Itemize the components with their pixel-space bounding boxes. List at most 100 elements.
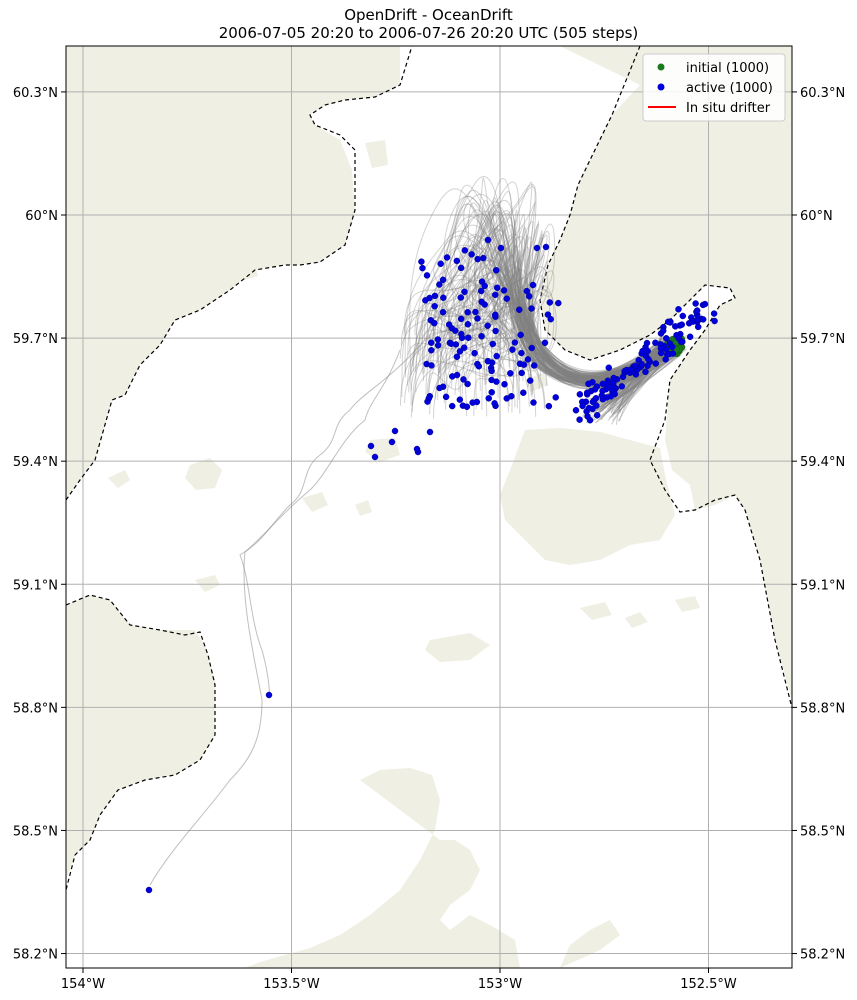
trajectory-8	[496, 247, 665, 383]
active-particle-97	[488, 367, 495, 375]
active-particle-117	[488, 389, 495, 396]
trajectory-44	[463, 204, 670, 375]
boundary-line-1	[539, 46, 792, 709]
active-particle-83	[528, 344, 535, 352]
trajectory-69	[474, 214, 663, 390]
active-particle-159	[710, 310, 718, 317]
trajectory-118	[510, 245, 678, 389]
active-particle-40	[465, 334, 472, 341]
active-particle-77	[439, 276, 447, 284]
plot-title: OpenDrift - OceanDrift	[344, 6, 513, 24]
trajectory-28	[399, 290, 680, 406]
active-particle-237	[693, 307, 701, 314]
trajectory-89	[497, 289, 676, 389]
active-particle-10	[464, 309, 471, 316]
trajectory-90	[480, 200, 677, 376]
active-particle-232	[611, 390, 618, 398]
active-particle-239	[711, 317, 718, 325]
active-particle-95	[523, 287, 531, 295]
lat-tick-label-right-7: 58.2°N	[800, 948, 845, 963]
trajectory-126	[500, 248, 675, 395]
land-area-6	[425, 633, 490, 662]
trajectory-coast-9	[588, 337, 662, 416]
trajectory-coast-3	[607, 350, 682, 421]
active-particle-34	[474, 255, 481, 263]
land-area-11	[108, 470, 130, 488]
trajectory-coast-37	[615, 345, 663, 425]
active-particle-98	[511, 339, 519, 346]
lat-tick-label-left-6: 58.5°N	[13, 824, 58, 839]
active-particle-230	[669, 350, 677, 357]
active-particle-9	[427, 339, 435, 346]
legend-label-active: active (1000)	[686, 81, 773, 96]
active-particle-141	[605, 364, 613, 371]
active-particle-65	[453, 257, 461, 265]
active-particle-62	[492, 267, 500, 274]
trajectory-54	[461, 291, 679, 403]
active-particle-249	[533, 244, 541, 252]
trajectory-117	[485, 290, 680, 385]
active-particle-108	[518, 369, 525, 377]
legend-label-drifter: In situ drifter	[686, 101, 771, 116]
trajectory-132	[412, 210, 665, 389]
active-particle-74	[464, 380, 471, 388]
trajectory-65	[512, 250, 679, 373]
active-particle-247	[265, 691, 273, 699]
trajectory-138	[472, 257, 667, 409]
active-particle-28	[436, 384, 443, 392]
trajectory-96	[527, 270, 667, 380]
lat-tick-label-left-5: 58.8°N	[13, 701, 58, 716]
trajectory-107	[527, 254, 678, 379]
active-particle-68	[457, 264, 465, 272]
active-particle-2	[431, 302, 438, 310]
active-particle-191	[576, 391, 584, 398]
active-particle-229	[606, 383, 614, 391]
trajectory-coast-34	[611, 354, 683, 415]
land-area-8	[185, 458, 222, 490]
active-particle-76	[480, 254, 487, 262]
active-particle-226	[591, 386, 599, 393]
active-particle-175	[678, 321, 686, 328]
plot-subtitle: 2006-07-05 20:20 to 2006-07-26 20:20 UTC…	[218, 24, 639, 42]
active-particle-52	[437, 260, 444, 268]
trajectory-coast-18	[594, 346, 658, 418]
trajectory-32	[437, 210, 675, 401]
active-particle-102	[552, 394, 559, 401]
active-particle-49	[458, 334, 466, 342]
active-particle-223	[632, 362, 639, 370]
active-particle-16	[484, 357, 492, 365]
active-particle-75	[449, 373, 456, 380]
land-area-0	[66, 46, 400, 500]
lat-tick-label-right-0: 60.3°N	[800, 86, 845, 101]
lat-tick-label-right-2: 59.7°N	[800, 332, 845, 347]
land-area-14	[625, 612, 648, 628]
legend-box	[642, 53, 786, 122]
trajectory-129	[497, 298, 673, 398]
active-particle-104	[485, 395, 492, 402]
trajectory-15	[410, 258, 676, 418]
active-particle-96	[530, 399, 537, 406]
active-particle-32	[463, 403, 471, 411]
active-particles	[145, 236, 718, 894]
active-particle-216	[644, 362, 651, 370]
boundary-line-2	[66, 594, 216, 891]
trajectory-27	[467, 202, 675, 378]
trajectory-120	[451, 246, 678, 388]
boundary-line-0	[66, 46, 413, 501]
trajectory-1	[410, 227, 676, 377]
active-particle-220	[584, 413, 591, 420]
active-particle-107	[524, 356, 532, 363]
active-particle-210	[598, 392, 606, 399]
lat-tick-label-right-6: 58.5°N	[800, 824, 845, 839]
active-particle-55	[424, 398, 431, 405]
active-particle-234	[679, 338, 686, 345]
active-particle-245	[413, 445, 421, 453]
active-particle-79	[452, 327, 459, 334]
active-particle-238	[593, 402, 600, 409]
active-particle-51	[475, 363, 483, 370]
trajectory-coast-45	[593, 343, 662, 409]
trajectory-outlier-0	[239, 344, 421, 696]
trajectory-coast-28	[593, 347, 684, 414]
trajectory-41	[517, 220, 676, 383]
trajectory-coast-51	[600, 344, 662, 421]
